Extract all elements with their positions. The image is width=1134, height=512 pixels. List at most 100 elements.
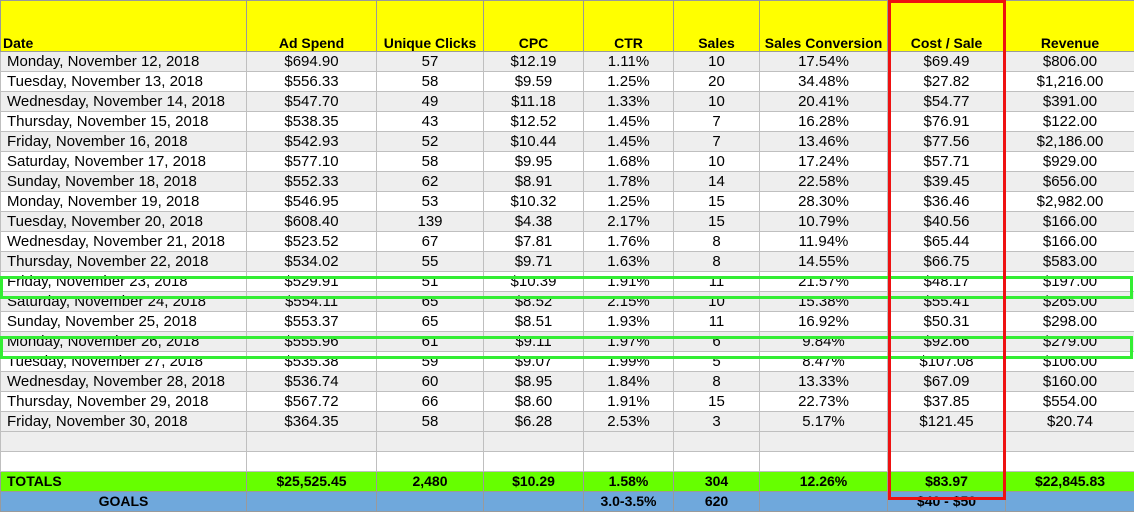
cell-cost-per-sale[interactable]: $40.56	[888, 212, 1006, 232]
cell-date[interactable]: Wednesday, November 14, 2018	[1, 92, 247, 112]
cell-date[interactable]: Saturday, November 17, 2018	[1, 152, 247, 172]
cell-revenue[interactable]: $160.00	[1006, 372, 1134, 392]
cell-ctr[interactable]	[584, 452, 674, 472]
cell-sales[interactable]	[674, 452, 760, 472]
cell-date[interactable]: Friday, November 30, 2018	[1, 412, 247, 432]
cell-sales[interactable]: 10	[674, 152, 760, 172]
cell-cost-per-sale[interactable]: $40 - $50	[888, 492, 1006, 512]
cell-sales[interactable]: 15	[674, 392, 760, 412]
cell-date[interactable]: Saturday, November 24, 2018	[1, 292, 247, 312]
cell-sales[interactable]: 8	[674, 232, 760, 252]
cell-ctr[interactable]: 3.0-3.5%	[584, 492, 674, 512]
cell-revenue[interactable]: $656.00	[1006, 172, 1134, 192]
cell-unique-clicks[interactable]	[377, 432, 484, 452]
cell-sales-conversion[interactable]: 17.54%	[760, 52, 888, 72]
cell-cpc[interactable]: $12.52	[484, 112, 584, 132]
cell-ctr[interactable]: 1.99%	[584, 352, 674, 372]
cell-revenue[interactable]: $298.00	[1006, 312, 1134, 332]
cell-sales-conversion[interactable]: 11.94%	[760, 232, 888, 252]
cell-date[interactable]: Sunday, November 25, 2018	[1, 312, 247, 332]
cell-date[interactable]: Wednesday, November 21, 2018	[1, 232, 247, 252]
cell-sales[interactable]: 7	[674, 112, 760, 132]
cell-ctr[interactable]: 1.84%	[584, 372, 674, 392]
cell-cost-per-sale[interactable]: $107.08	[888, 352, 1006, 372]
cell-sales-conversion[interactable]: 8.47%	[760, 352, 888, 372]
cell-sales[interactable]: 7	[674, 132, 760, 152]
cell-ctr[interactable]: 1.45%	[584, 132, 674, 152]
cell-ad-spend[interactable]	[247, 432, 377, 452]
cell-sales[interactable]: 620	[674, 492, 760, 512]
cell-cpc[interactable]: $8.52	[484, 292, 584, 312]
cell-date[interactable]: Tuesday, November 20, 2018	[1, 212, 247, 232]
cell-revenue[interactable]: $554.00	[1006, 392, 1134, 412]
cell-date[interactable]: Thursday, November 29, 2018	[1, 392, 247, 412]
header-cell-sales[interactable]: Sales	[674, 1, 760, 52]
cell-sales[interactable]: 3	[674, 412, 760, 432]
cell-ad-spend[interactable]: $546.95	[247, 192, 377, 212]
cell-unique-clicks[interactable]: 57	[377, 52, 484, 72]
cell-revenue[interactable]: $197.00	[1006, 272, 1134, 292]
cell-date[interactable]: Monday, November 19, 2018	[1, 192, 247, 212]
cell-sales-conversion[interactable]: 28.30%	[760, 192, 888, 212]
cell-unique-clicks[interactable]: 58	[377, 152, 484, 172]
cell-sales[interactable]: 8	[674, 372, 760, 392]
header-cell-ctr[interactable]: CTR	[584, 1, 674, 52]
cell-ctr[interactable]: 1.93%	[584, 312, 674, 332]
cell-cost-per-sale[interactable]: $66.75	[888, 252, 1006, 272]
header-cell-sales-conversion[interactable]: Sales Conversion	[760, 1, 888, 52]
cell-date[interactable]: Tuesday, November 27, 2018	[1, 352, 247, 372]
cell-ad-spend[interactable]: $538.35	[247, 112, 377, 132]
cell-date[interactable]: Thursday, November 22, 2018	[1, 252, 247, 272]
cell-cpc[interactable]: $9.07	[484, 352, 584, 372]
cell-unique-clicks[interactable]: 66	[377, 392, 484, 412]
cell-ad-spend[interactable]: $536.74	[247, 372, 377, 392]
header-cell-date[interactable]: Date	[1, 1, 247, 52]
cell-date[interactable]: Tuesday, November 13, 2018	[1, 72, 247, 92]
cell-revenue[interactable]: $265.00	[1006, 292, 1134, 312]
cell-date[interactable]: TOTALS	[1, 472, 247, 492]
cell-sales[interactable]: 10	[674, 292, 760, 312]
cell-date[interactable]: GOALS	[1, 492, 247, 512]
cell-sales-conversion[interactable]: 34.48%	[760, 72, 888, 92]
cell-sales[interactable]: 15	[674, 192, 760, 212]
cell-cpc[interactable]: $9.71	[484, 252, 584, 272]
cell-unique-clicks[interactable]: 60	[377, 372, 484, 392]
cell-sales-conversion[interactable]	[760, 432, 888, 452]
cell-ctr[interactable]: 1.68%	[584, 152, 674, 172]
cell-date[interactable]: Monday, November 12, 2018	[1, 52, 247, 72]
cell-ad-spend[interactable]: $556.33	[247, 72, 377, 92]
cell-unique-clicks[interactable]: 62	[377, 172, 484, 192]
cell-sales[interactable]: 14	[674, 172, 760, 192]
cell-ctr[interactable]: 1.58%	[584, 472, 674, 492]
header-cell-cost-per-sale[interactable]: Cost / Sale	[888, 1, 1006, 52]
cell-sales-conversion[interactable]: 21.57%	[760, 272, 888, 292]
cell-cpc[interactable]: $8.60	[484, 392, 584, 412]
cell-cost-per-sale[interactable]: $54.77	[888, 92, 1006, 112]
cell-unique-clicks[interactable]: 55	[377, 252, 484, 272]
cell-revenue[interactable]	[1006, 492, 1134, 512]
cell-ad-spend[interactable]: $364.35	[247, 412, 377, 432]
cell-unique-clicks[interactable]: 49	[377, 92, 484, 112]
cell-cost-per-sale[interactable]: $57.71	[888, 152, 1006, 172]
cell-ad-spend[interactable]: $552.33	[247, 172, 377, 192]
cell-sales[interactable]: 10	[674, 52, 760, 72]
cell-sales[interactable]: 304	[674, 472, 760, 492]
cell-ad-spend[interactable]: $555.96	[247, 332, 377, 352]
cell-revenue[interactable]	[1006, 432, 1134, 452]
cell-cost-per-sale[interactable]: $65.44	[888, 232, 1006, 252]
cell-date[interactable]: Sunday, November 18, 2018	[1, 172, 247, 192]
cell-ad-spend[interactable]: $542.93	[247, 132, 377, 152]
cell-unique-clicks[interactable]: 67	[377, 232, 484, 252]
cell-unique-clicks[interactable]: 139	[377, 212, 484, 232]
cell-sales-conversion[interactable]: 13.46%	[760, 132, 888, 152]
cell-cost-per-sale[interactable]	[888, 432, 1006, 452]
cell-revenue[interactable]: $806.00	[1006, 52, 1134, 72]
cell-unique-clicks[interactable]: 51	[377, 272, 484, 292]
cell-date[interactable]: Thursday, November 15, 2018	[1, 112, 247, 132]
cell-cpc[interactable]: $10.29	[484, 472, 584, 492]
cell-cpc[interactable]: $9.59	[484, 72, 584, 92]
cell-unique-clicks[interactable]: 58	[377, 412, 484, 432]
cell-revenue[interactable]: $929.00	[1006, 152, 1134, 172]
cell-sales[interactable]: 8	[674, 252, 760, 272]
cell-ctr[interactable]: 1.45%	[584, 112, 674, 132]
